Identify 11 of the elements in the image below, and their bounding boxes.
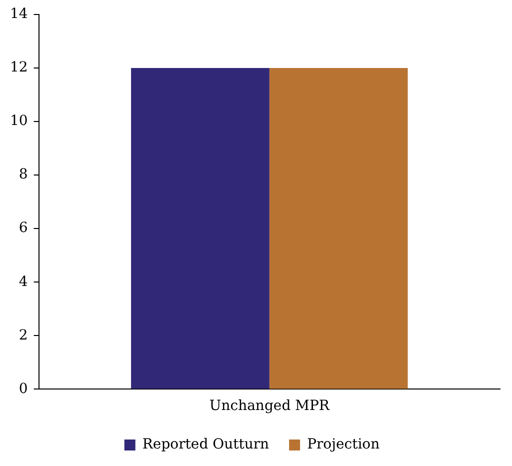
y-tick-label: 0 bbox=[18, 380, 28, 397]
y-tick-label: 2 bbox=[18, 327, 28, 344]
y-tick-label: 8 bbox=[18, 166, 28, 183]
x-tick-label: Unchanged MPR bbox=[209, 398, 330, 414]
y-tick-label: 14 bbox=[10, 6, 28, 22]
legend-label: Projection bbox=[307, 436, 380, 453]
y-tick-label: 10 bbox=[10, 113, 28, 130]
y-tick-label: 4 bbox=[18, 274, 28, 290]
legend-label: Reported Outturn bbox=[142, 436, 270, 453]
y-tick-label: 6 bbox=[18, 220, 28, 236]
y-tick-label: 12 bbox=[10, 60, 28, 76]
